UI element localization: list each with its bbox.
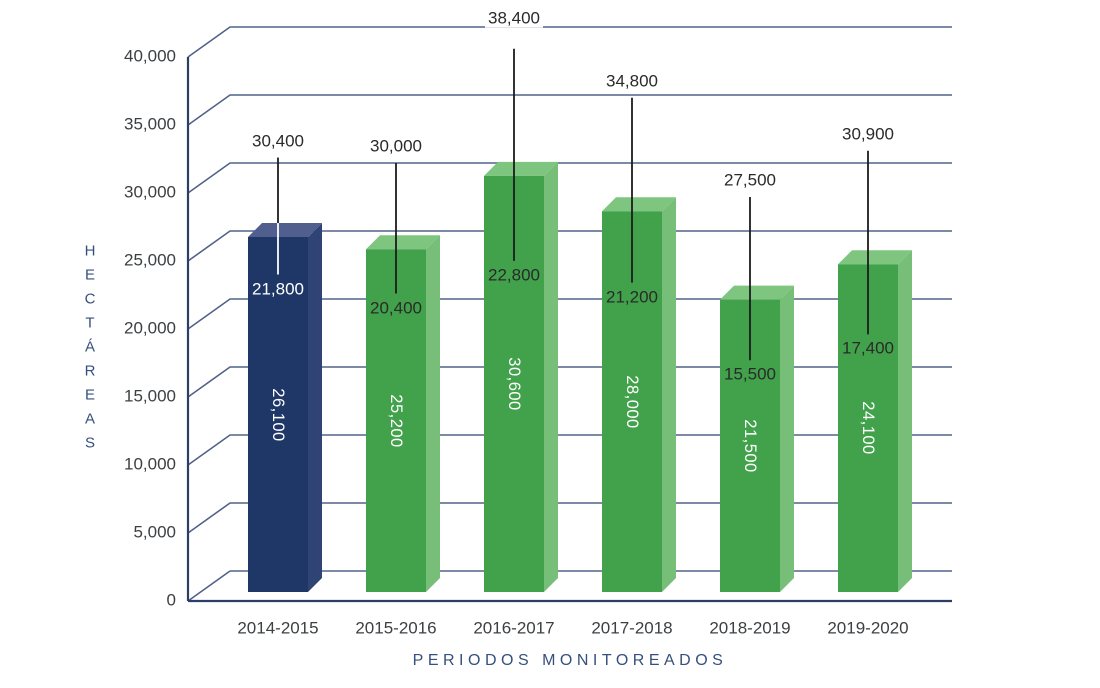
x-tick-label: 2015-2016 <box>355 618 437 638</box>
gridline <box>187 298 952 330</box>
range-low-label: 22,800 <box>488 265 540 285</box>
y-axis-title-letter: R <box>84 362 96 380</box>
y-tick-label: 15,000 <box>124 386 176 406</box>
bar-top-face <box>602 197 676 212</box>
bar <box>838 250 912 593</box>
y-axis-title-letter: A <box>84 410 95 428</box>
range-lines <box>277 48 869 361</box>
bar-side-face <box>662 197 676 592</box>
gridline <box>187 366 952 398</box>
bar-side-face <box>898 250 912 593</box>
bar <box>602 197 676 592</box>
x-tick-label: 2016-2017 <box>473 618 555 638</box>
y-tick-label: 40,000 <box>124 46 176 66</box>
bar-side-face <box>308 223 322 593</box>
bar-side-face <box>544 161 558 592</box>
y-axis-title-letter: H <box>84 242 96 260</box>
floor-diagonal <box>187 570 231 602</box>
bar-value-label: 24,100 <box>859 401 878 455</box>
range-low-label: 15,500 <box>724 364 776 384</box>
gridline <box>187 434 952 466</box>
axes <box>186 57 952 603</box>
x-axis-title: PERIODOS MONITOREADOS <box>412 652 728 669</box>
x-tick-label: 2019-2020 <box>827 618 909 638</box>
range-high-label: 30,900 <box>839 125 897 145</box>
bar <box>248 223 322 593</box>
y-tick-label: 5,000 <box>133 522 176 542</box>
bar-top-face <box>720 285 794 300</box>
y-tick-label: 10,000 <box>124 454 176 474</box>
y-axis-title-letter: T <box>85 314 95 332</box>
bar-value-label: 28,000 <box>623 374 642 429</box>
y-tick-label: 0 <box>166 590 176 610</box>
bar-value-label: 25,200 <box>387 393 406 448</box>
range-high-label: 27,500 <box>721 171 779 191</box>
bar-front-face <box>366 249 426 592</box>
y-tick-label: 35,000 <box>124 114 176 134</box>
bar-side-face <box>426 235 440 592</box>
gridline <box>187 502 952 534</box>
range-low-label: 21,200 <box>606 287 658 307</box>
bar-top-face <box>484 161 558 176</box>
bar-value-label: 21,500 <box>741 419 760 473</box>
x-tick-label: 2014-2015 <box>237 618 319 638</box>
bar-top-face <box>366 235 440 250</box>
range-high-label: 38,400 <box>485 9 543 29</box>
bar-front-face <box>484 175 544 592</box>
y-axis-title-letter: Á <box>84 338 95 356</box>
range-low-label: 17,400 <box>842 339 894 359</box>
x-tick-label: 2017-2018 <box>591 618 673 638</box>
range-high-label: 30,400 <box>249 132 307 151</box>
bar-front-face <box>838 264 898 592</box>
bar <box>720 285 794 592</box>
bar-top-face <box>838 250 912 265</box>
range-low-label: 21,800 <box>252 279 304 299</box>
gridline <box>187 94 952 126</box>
y-tick-label: 30,000 <box>124 182 176 202</box>
range-high-label: 34,800 <box>603 72 661 92</box>
bars <box>248 161 912 593</box>
range-high-label: 30,000 <box>367 137 425 157</box>
bar-value-label: 26,100 <box>269 387 288 442</box>
gridline <box>187 162 952 194</box>
x-tick-label: 2018-2019 <box>709 618 791 638</box>
gridlines <box>187 26 952 602</box>
y-tick-label: 20,000 <box>124 318 176 338</box>
range-low-label: 20,400 <box>370 298 422 318</box>
bar-value-label: 30,600 <box>505 357 524 411</box>
y-axis-title-letter: S <box>84 434 95 452</box>
bar <box>484 161 558 592</box>
y-axis-title-letter: E <box>84 266 95 284</box>
y-axis-title-letter: E <box>84 386 95 404</box>
bar-side-face <box>780 285 794 592</box>
y-axis-title-letter: C <box>84 290 96 308</box>
bar-front-face <box>720 299 780 592</box>
bar-top-face <box>248 223 322 238</box>
bar <box>366 235 440 592</box>
y-tick-label: 25,000 <box>124 250 176 270</box>
gridline <box>187 26 952 58</box>
gridline <box>187 230 952 262</box>
bar-front-face <box>248 237 308 593</box>
bar-front-face <box>602 211 662 592</box>
